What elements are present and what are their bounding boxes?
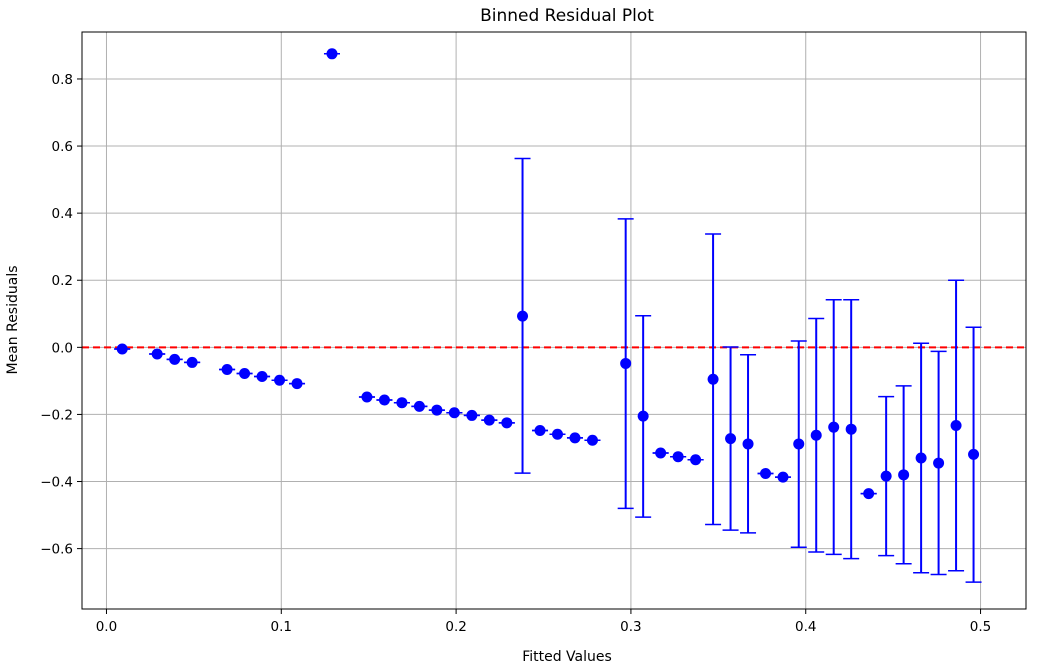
y-tick-label: 0.6 [52,139,73,155]
data-point [880,470,892,482]
data-point [239,368,251,380]
y-tick-label: −0.2 [40,407,73,423]
data-point [586,434,598,446]
grid-lines [82,32,1026,609]
data-point [620,357,632,369]
data-point [534,425,546,437]
x-tick-label: 0.2 [445,619,466,635]
data-point [637,410,649,422]
x-tick-label: 0.0 [96,619,117,635]
data-point [116,343,128,355]
data-point [466,409,478,421]
data-point [810,429,822,441]
y-tick-label: 0.0 [52,340,73,356]
data-point [950,420,962,432]
data-point [431,404,443,416]
data-point [169,353,181,365]
data-point [274,374,286,386]
data-point [569,432,581,444]
data-point [291,378,303,390]
data-point [898,469,910,481]
data-point [707,373,719,385]
data-point [915,452,927,464]
x-tick-label: 0.4 [795,619,816,635]
data-points [116,48,980,500]
y-tick-label: 0.8 [52,72,73,88]
data-point [933,457,945,469]
y-tick-label: −0.6 [40,542,73,558]
data-point [828,421,840,433]
data-point [742,438,754,450]
x-tick-label: 0.5 [970,619,991,635]
error-bars [114,53,982,583]
x-axis-ticks: 0.0 0.1 0.2 0.3 0.4 0.5 [96,609,991,635]
data-point [483,414,495,426]
data-point [501,417,513,429]
data-point [361,391,373,403]
data-point [551,428,563,440]
data-point [725,433,737,445]
plot-frame [81,31,1027,610]
data-point [777,471,789,483]
data-point [690,454,702,466]
data-point [326,48,338,60]
data-point [793,438,805,450]
y-tick-label: 0.2 [52,273,73,289]
y-axis-label: Mean Residuals [5,265,21,374]
data-point [221,363,233,375]
data-point [413,400,425,412]
data-point [655,447,667,459]
y-tick-label: 0.4 [52,206,73,222]
chart-title: Binned Residual Plot [480,6,654,26]
data-point [186,356,198,368]
data-point [378,394,390,406]
data-point [448,407,460,419]
x-tick-label: 0.1 [271,619,292,635]
data-point [845,423,857,435]
data-point [968,448,980,460]
data-point [863,488,875,500]
x-axis-label: Fitted Values [522,649,612,665]
x-tick-label: 0.3 [620,619,641,635]
y-axis-ticks: −0.6 −0.4 −0.2 0.0 0.2 0.4 0.6 0.8 [40,72,82,558]
data-point [151,348,163,360]
y-tick-label: −0.4 [40,475,73,491]
data-point [672,451,684,463]
data-point [760,467,772,479]
data-point [396,397,408,409]
data-point [517,310,529,322]
data-point [256,371,268,383]
